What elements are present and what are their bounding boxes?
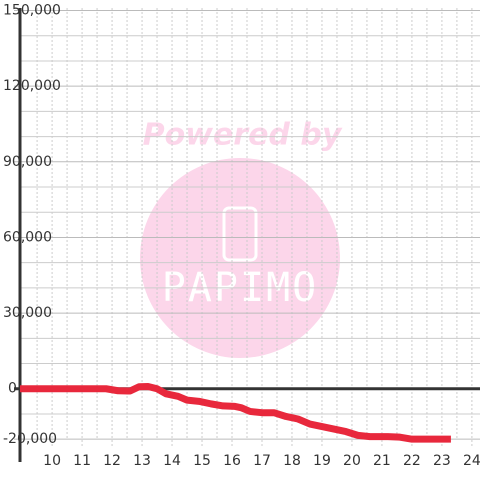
y-tick-label: 90,000 <box>3 154 52 170</box>
x-tick-label: 22 <box>403 453 421 469</box>
phone-icon <box>222 206 258 262</box>
x-tick-label: 11 <box>73 453 91 469</box>
y-tick-label: -20,000 <box>3 431 57 447</box>
y-tick-label: 60,000 <box>3 229 52 245</box>
x-tick-label: 14 <box>163 453 181 469</box>
y-tick-label: 30,000 <box>3 305 52 321</box>
x-tick-label: 17 <box>253 453 271 469</box>
x-tick-label: 13 <box>133 453 151 469</box>
x-tick-label: 24 <box>463 453 480 469</box>
x-tick-label: 19 <box>313 453 331 469</box>
x-tick-label: 20 <box>343 453 361 469</box>
watermark-circle <box>140 158 340 358</box>
data-line <box>20 382 451 443</box>
x-tick-label: 12 <box>103 453 121 469</box>
x-tick-label: 18 <box>283 453 301 469</box>
y-tick-label: 120,000 <box>3 78 61 94</box>
x-tick-label: 23 <box>433 453 451 469</box>
x-tick-label: 21 <box>373 453 391 469</box>
watermark-top: Powered by <box>143 118 343 153</box>
y-tick-label: 150,000 <box>3 3 61 19</box>
x-tick-label: 15 <box>193 453 211 469</box>
x-tick-label: 16 <box>223 453 241 469</box>
y-tick-label: 0 <box>8 381 17 397</box>
x-tick-label: 10 <box>43 453 61 469</box>
